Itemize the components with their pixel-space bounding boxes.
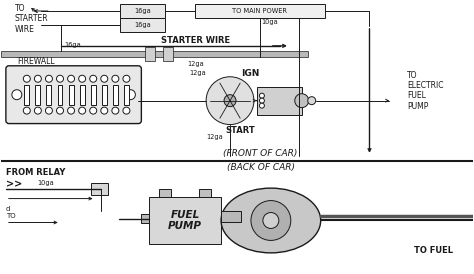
- Bar: [69, 85, 73, 105]
- Bar: [91, 183, 109, 195]
- Text: 12ga: 12ga: [187, 61, 203, 67]
- Circle shape: [46, 75, 53, 82]
- Bar: [24, 85, 29, 105]
- Bar: [257, 87, 302, 115]
- Text: (BACK OF CAR): (BACK OF CAR): [227, 163, 295, 172]
- Circle shape: [35, 75, 41, 82]
- Circle shape: [90, 107, 97, 114]
- Bar: [91, 85, 96, 105]
- Text: FIREWALL: FIREWALL: [17, 57, 55, 66]
- Bar: [199, 189, 211, 196]
- Bar: [195, 4, 325, 18]
- Text: 16ga: 16ga: [135, 22, 151, 28]
- Circle shape: [206, 77, 254, 125]
- Text: >>: >>: [6, 180, 22, 190]
- Text: 12ga: 12ga: [207, 133, 223, 139]
- Ellipse shape: [221, 188, 321, 253]
- Text: FUEL
PUMP: FUEL PUMP: [168, 210, 202, 231]
- Circle shape: [101, 75, 108, 82]
- Circle shape: [90, 75, 97, 82]
- Text: STARTER WIRE: STARTER WIRE: [161, 36, 230, 45]
- Bar: [124, 85, 129, 105]
- Text: FROM RELAY: FROM RELAY: [6, 168, 65, 177]
- Bar: [141, 213, 149, 224]
- Text: 10ga: 10ga: [262, 19, 278, 25]
- Bar: [102, 85, 107, 105]
- Bar: [80, 85, 85, 105]
- Bar: [36, 85, 40, 105]
- Circle shape: [259, 103, 264, 108]
- Circle shape: [35, 107, 41, 114]
- Circle shape: [23, 75, 30, 82]
- Circle shape: [259, 98, 264, 103]
- Circle shape: [56, 107, 64, 114]
- FancyBboxPatch shape: [6, 66, 141, 124]
- Circle shape: [68, 75, 74, 82]
- Circle shape: [259, 93, 264, 98]
- Text: TO
STARTER
WIRE: TO STARTER WIRE: [15, 4, 48, 34]
- Circle shape: [101, 107, 108, 114]
- Circle shape: [251, 201, 291, 240]
- Circle shape: [295, 94, 309, 108]
- Bar: [159, 189, 171, 196]
- Text: (FRONT OF CAR): (FRONT OF CAR): [223, 149, 298, 158]
- Bar: [120, 18, 165, 32]
- Bar: [221, 210, 241, 222]
- Circle shape: [308, 97, 316, 105]
- Circle shape: [263, 213, 279, 229]
- Bar: [46, 85, 52, 105]
- Text: d
TO: d TO: [6, 206, 16, 219]
- Circle shape: [123, 75, 130, 82]
- Circle shape: [224, 95, 236, 107]
- Text: 10ga: 10ga: [37, 180, 54, 186]
- Circle shape: [123, 107, 130, 114]
- Circle shape: [112, 107, 119, 114]
- Circle shape: [12, 90, 22, 100]
- Text: TO MAIN POWER: TO MAIN POWER: [232, 8, 287, 14]
- Bar: [1, 51, 308, 57]
- Circle shape: [56, 75, 64, 82]
- Circle shape: [79, 107, 86, 114]
- Bar: [120, 4, 165, 18]
- Bar: [57, 85, 63, 105]
- Bar: [113, 85, 118, 105]
- Circle shape: [79, 75, 86, 82]
- Text: START: START: [225, 126, 255, 135]
- Text: 12ga: 12ga: [190, 70, 207, 76]
- Text: IGN: IGN: [241, 69, 259, 78]
- Circle shape: [112, 75, 119, 82]
- Text: TO FUEL: TO FUEL: [414, 246, 453, 255]
- Text: 16ga: 16ga: [135, 8, 151, 14]
- Circle shape: [126, 90, 136, 100]
- Bar: [149, 196, 221, 244]
- Bar: [163, 47, 173, 61]
- Circle shape: [23, 107, 30, 114]
- Text: TO
ELECTRIC
FUEL
PUMP: TO ELECTRIC FUEL PUMP: [407, 71, 444, 111]
- Text: 16ga: 16ga: [64, 42, 81, 48]
- Circle shape: [68, 107, 74, 114]
- Bar: [146, 47, 155, 61]
- Circle shape: [46, 107, 53, 114]
